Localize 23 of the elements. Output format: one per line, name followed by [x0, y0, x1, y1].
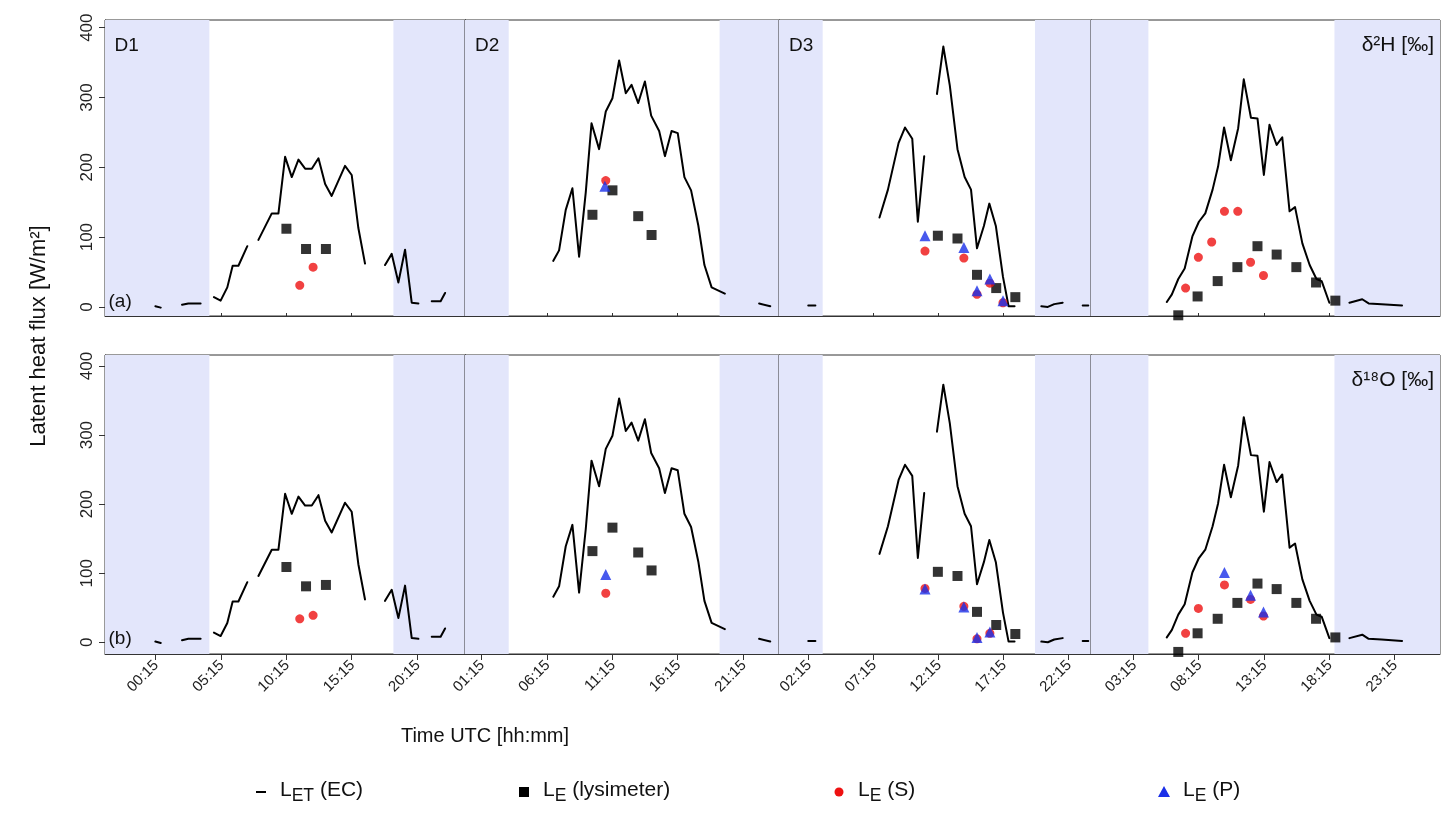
- annotation: (a): [108, 290, 132, 312]
- y-tick-label: 100: [76, 222, 96, 252]
- y-tick-label: 400: [76, 351, 96, 380]
- text: δ¹⁸O [‰]: [1351, 366, 1434, 391]
- legend-label: L$_{E}$ (P): [1183, 777, 1241, 807]
- text: δ²H [‰]: [1361, 32, 1434, 56]
- y-tick-label: 300: [76, 420, 96, 449]
- y-tick-label: 0: [76, 302, 96, 312]
- text: D3: [789, 34, 814, 56]
- legend-label: L$_{ET}$ (EC): [280, 777, 364, 807]
- y-axis-title: Latent heat flux [W/m²]: [25, 225, 51, 447]
- y-tick-label: 200: [76, 489, 96, 518]
- text: D1: [114, 34, 139, 56]
- x-axis-title: Time UTC [hh:mm]: [400, 723, 570, 747]
- legend-label: L$_{E}$ (lysimeter): [543, 777, 671, 807]
- y-tick-label: 400: [76, 13, 96, 42]
- y-tick-label: 300: [76, 83, 96, 112]
- legend-label: L$_{E}$ (S): [858, 777, 916, 807]
- y-tick-label: 200: [76, 153, 96, 182]
- text: D2: [475, 34, 500, 56]
- annotation: (b): [108, 627, 132, 649]
- y-tick-label: 0: [76, 637, 96, 647]
- y-tick-label: 100: [76, 558, 96, 587]
